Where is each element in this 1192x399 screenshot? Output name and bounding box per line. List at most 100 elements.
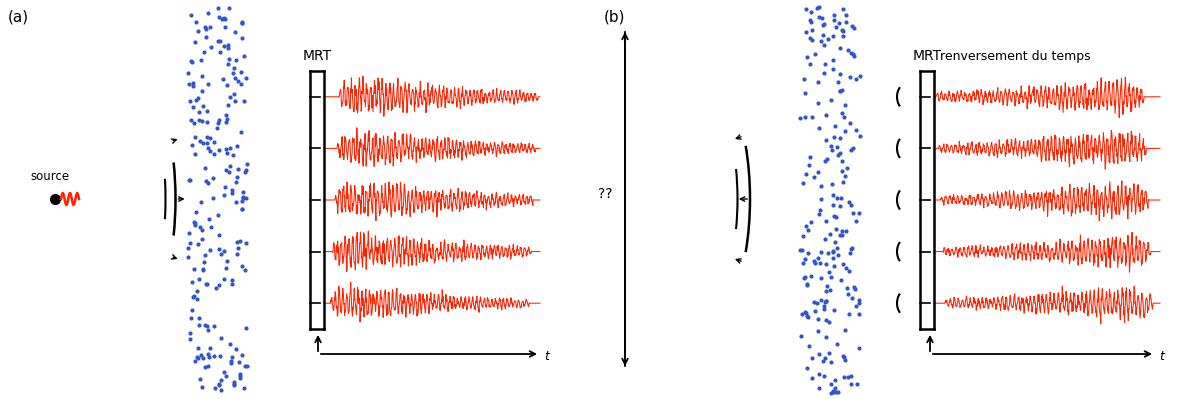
Point [219, 56, 238, 62]
Point [842, 245, 861, 252]
Point [195, 322, 215, 328]
Point [837, 164, 856, 171]
Point [834, 374, 853, 380]
Point [811, 183, 830, 189]
Point [814, 42, 833, 48]
Point [185, 119, 204, 126]
Point [814, 70, 833, 77]
Point [840, 74, 859, 81]
Point [232, 206, 252, 212]
Point [192, 57, 211, 63]
Point [232, 20, 252, 26]
Point [235, 385, 254, 391]
Point [808, 328, 827, 334]
Point [221, 341, 240, 348]
Point [809, 351, 828, 357]
Point [830, 232, 849, 239]
Point [217, 112, 236, 119]
Point [828, 195, 848, 201]
Point [802, 27, 821, 34]
Point [210, 38, 229, 44]
Point [825, 12, 844, 18]
Point [809, 211, 828, 217]
Point [817, 218, 836, 224]
Point [228, 239, 247, 245]
Point [225, 379, 244, 385]
Point [822, 192, 842, 199]
Point [222, 277, 241, 283]
Point [811, 196, 830, 202]
Point [225, 91, 244, 97]
Point [222, 360, 241, 367]
Point [225, 97, 244, 104]
Point [211, 49, 230, 55]
Point [817, 261, 836, 267]
Point [209, 246, 228, 252]
Point [826, 214, 845, 221]
Point [837, 19, 856, 25]
Point [821, 389, 840, 396]
Point [232, 189, 252, 195]
Point [828, 152, 848, 158]
Point [184, 83, 203, 89]
Point [188, 287, 207, 294]
Point [796, 223, 815, 229]
Point [182, 279, 201, 285]
Point [850, 210, 869, 216]
Point [834, 353, 853, 359]
Point [198, 140, 217, 147]
Point [844, 209, 863, 216]
Point [837, 12, 856, 18]
Point [832, 87, 851, 93]
Point [827, 245, 846, 251]
Point [232, 352, 252, 358]
Point [825, 122, 844, 129]
Point [193, 103, 212, 109]
Point [209, 212, 228, 219]
Point [799, 250, 818, 257]
Point [232, 20, 252, 27]
Point [836, 128, 855, 134]
Point [235, 53, 254, 59]
Point [193, 267, 212, 273]
Point [221, 145, 240, 151]
Text: source: source [31, 170, 69, 183]
Point [800, 342, 819, 349]
Point [839, 47, 858, 53]
Point [180, 81, 199, 87]
Point [824, 66, 843, 73]
Point [848, 381, 867, 387]
Point [209, 38, 228, 44]
Point [796, 29, 815, 36]
Point [198, 180, 217, 186]
Point [193, 355, 212, 361]
Point [840, 120, 859, 126]
Point [200, 345, 219, 351]
Point [802, 355, 821, 361]
Point [821, 143, 840, 150]
Point [231, 375, 250, 381]
Point [226, 57, 246, 63]
Point [182, 59, 201, 65]
Point [195, 34, 215, 40]
Point [838, 290, 857, 297]
Text: t: t [544, 350, 548, 363]
Point [210, 117, 229, 123]
Point [200, 24, 219, 30]
Point [225, 65, 244, 71]
Point [836, 326, 855, 333]
Point [842, 22, 861, 29]
Point [217, 115, 236, 122]
Point [228, 250, 247, 257]
Point [808, 5, 827, 12]
Point [212, 16, 231, 22]
Point [200, 354, 219, 361]
Point [215, 192, 234, 198]
Point [235, 98, 254, 105]
Point [815, 158, 834, 164]
Point [194, 266, 213, 273]
Point [232, 35, 252, 41]
Point [192, 235, 211, 242]
Point [192, 227, 211, 233]
Point [797, 54, 817, 61]
